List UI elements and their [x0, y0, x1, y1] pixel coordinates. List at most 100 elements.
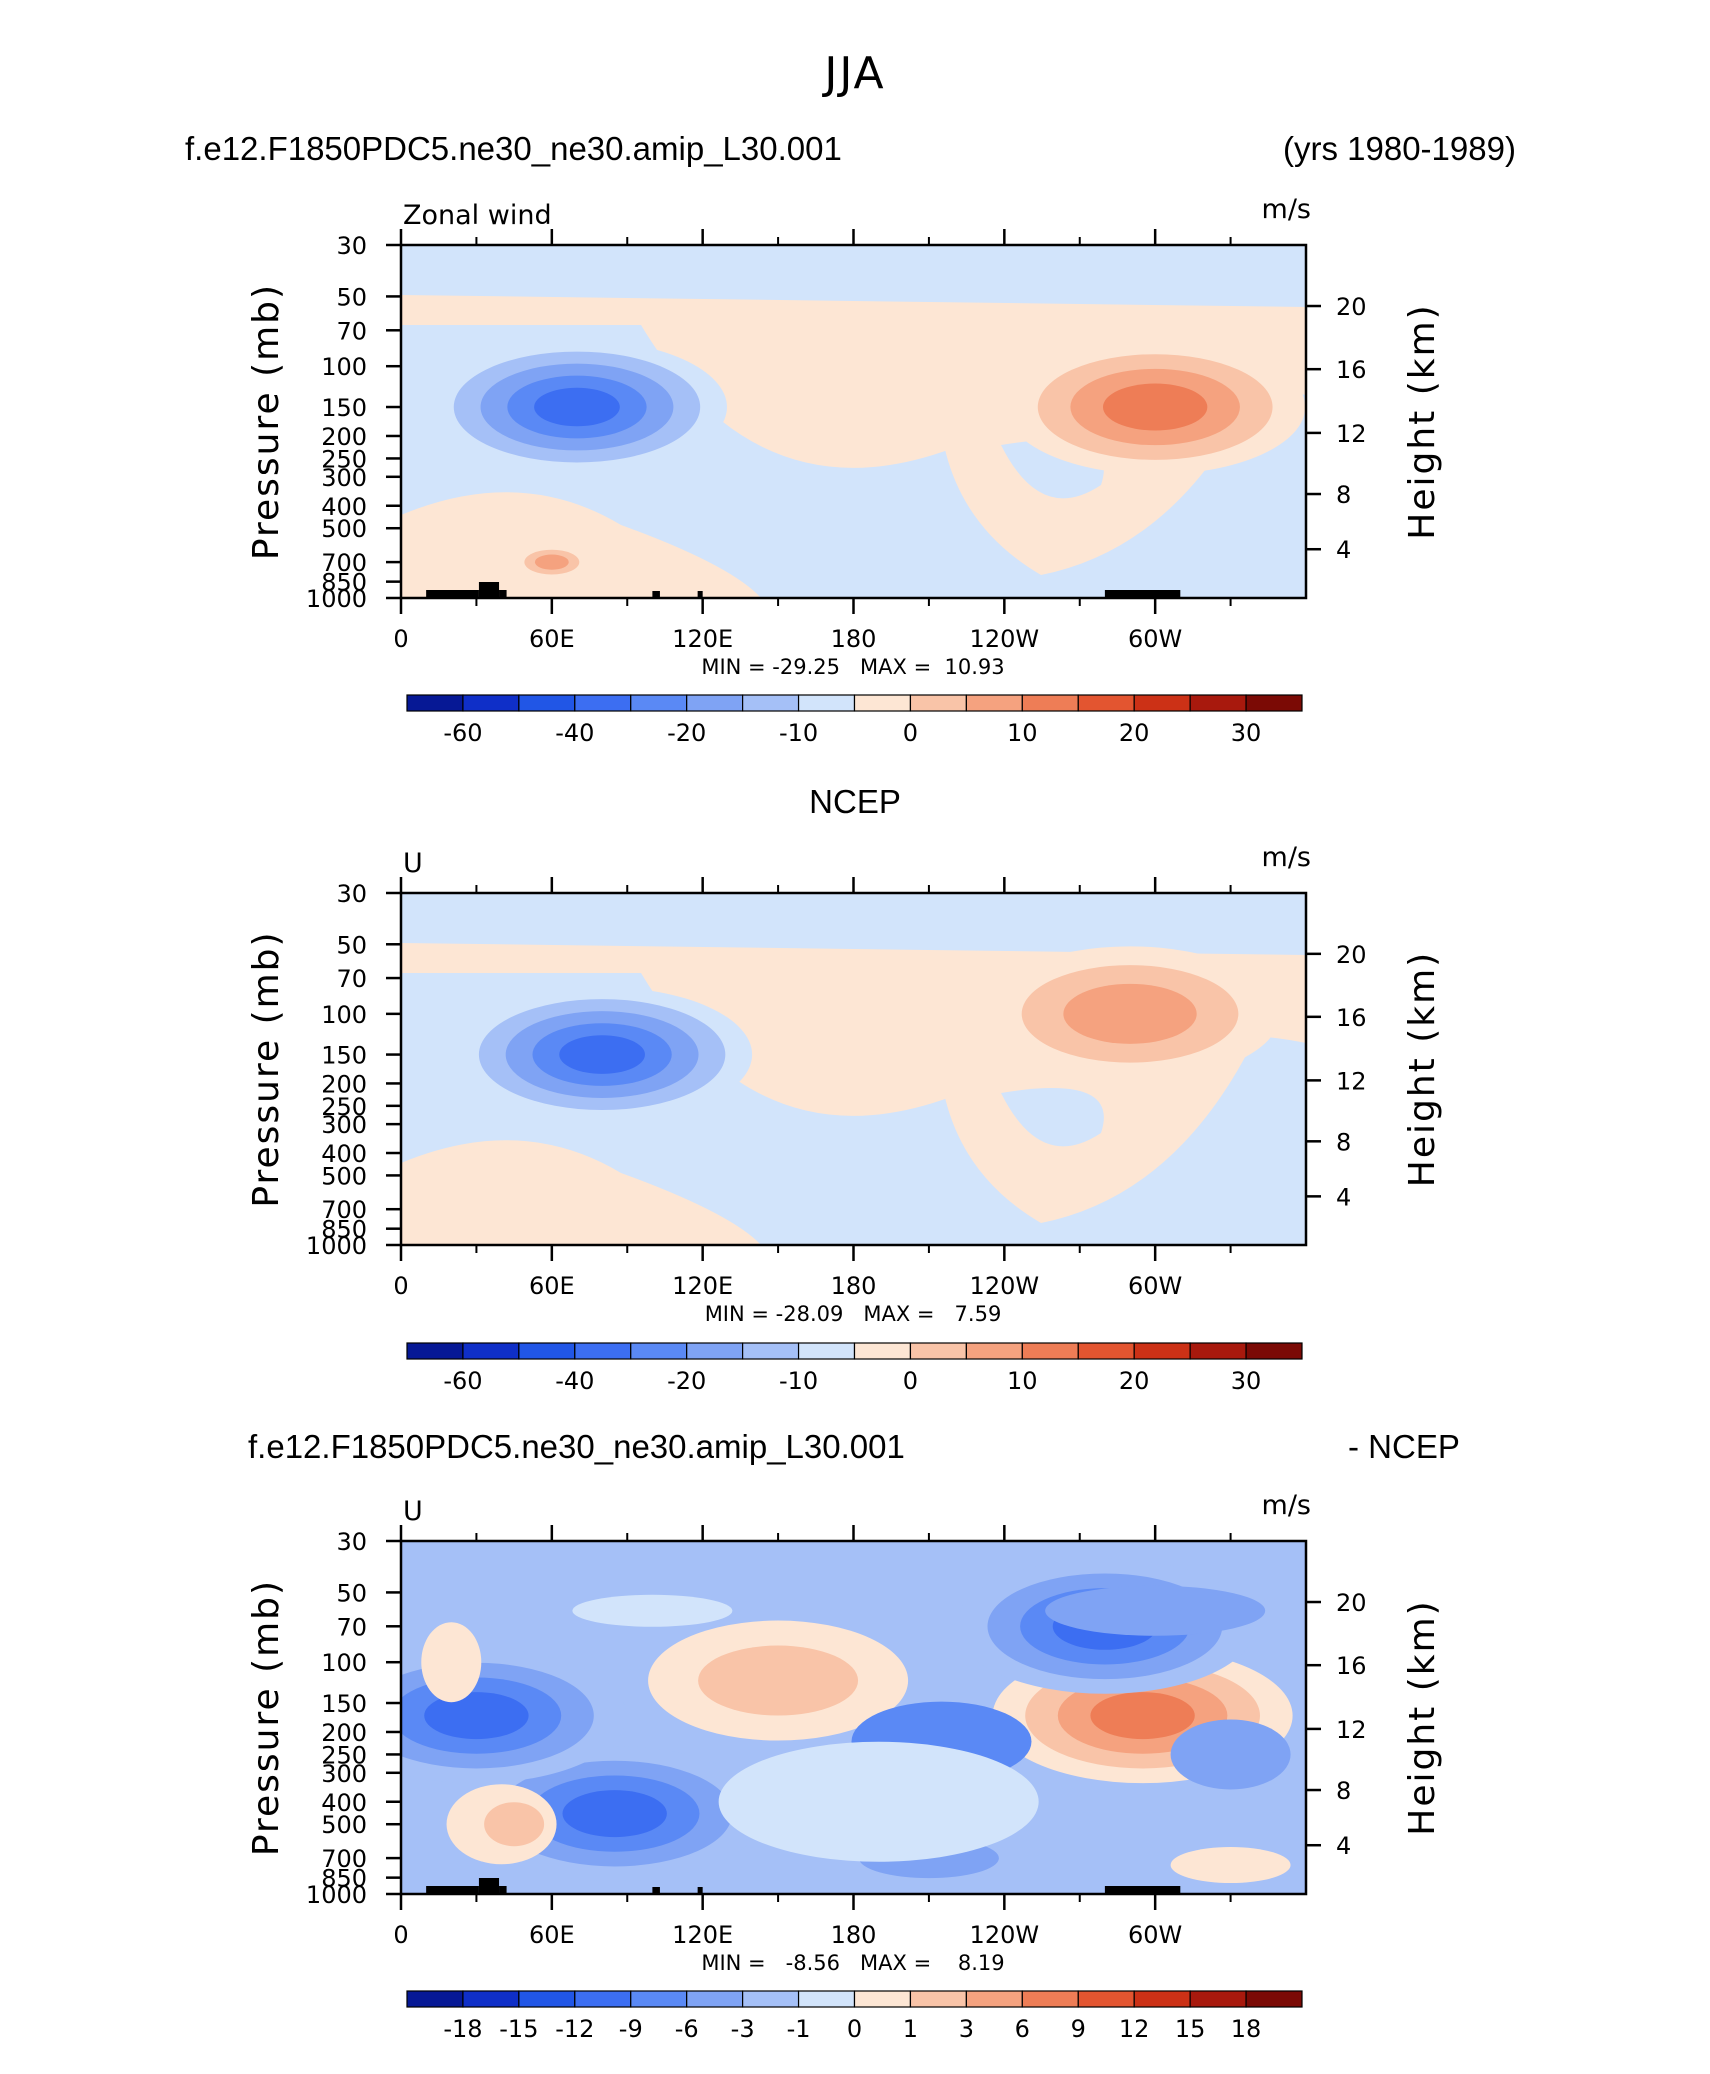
colorbar-swatch — [853, 1342, 912, 1360]
topography-block — [697, 591, 703, 598]
colorbar-swatch — [518, 1990, 576, 2008]
panel-1: 0 60E 120E 180 120W 60W3050701001502002503004… — [246, 194, 1443, 747]
colorbar-label: -1 — [787, 2015, 811, 2043]
x-tick-label: 120E — [672, 625, 733, 653]
colorbar-swatch — [686, 1990, 744, 2008]
colorbar-label: 10 — [1007, 1367, 1038, 1395]
height-tick-label: 12 — [1336, 420, 1367, 448]
contour-detail-11 — [421, 1622, 482, 1703]
x-tick-label: 0 — [393, 1921, 408, 1949]
colorbar-label: -60 — [443, 1367, 482, 1395]
colorbar-label: 20 — [1119, 719, 1150, 747]
y-axis-label: Pressure (mb) — [246, 930, 287, 1207]
y-tick-label: 30 — [336, 1528, 367, 1556]
colorbar-swatch — [630, 1342, 688, 1360]
colorbar: -60 -40 -20 -10 0 10 20 30 — [406, 694, 1303, 747]
contour-detail-7 — [572, 1594, 733, 1627]
height-tick-label: 4 — [1336, 536, 1351, 564]
colorbar-swatch — [1021, 1342, 1079, 1360]
height-tick-label: 20 — [1336, 1589, 1367, 1617]
topography-block — [499, 1886, 507, 1894]
colorbar-swatch — [686, 694, 744, 712]
min-max-text: MIN = -8.56 MAX = 8.19 — [701, 1951, 1004, 1975]
colorbar-swatch — [630, 1990, 688, 2008]
colorbar-swatch — [1133, 694, 1191, 712]
x-tick-label: 60W — [1128, 625, 1182, 653]
panel-2-field — [401, 893, 1306, 1245]
topography-block — [652, 1887, 660, 1894]
colorbar-label: 18 — [1231, 2015, 1262, 2043]
colorbar-label: -3 — [731, 2015, 755, 2043]
colorbar-swatch — [797, 694, 856, 712]
colorbar: -60 -40 -20 -10 0 10 20 30 — [406, 1342, 1303, 1395]
y-tick-label: 400 — [321, 493, 367, 521]
field-top-band — [401, 893, 1306, 941]
colorbar-label: -20 — [667, 719, 706, 747]
colorbar-label: -18 — [443, 2015, 482, 2043]
colorbar-swatch — [965, 1990, 1023, 2008]
colorbar-swatch — [518, 1342, 576, 1360]
y-tick-label: 200 — [321, 423, 367, 451]
colorbar-label: -10 — [779, 719, 818, 747]
colorbar-swatch — [574, 1990, 632, 2008]
y-tick-label: 100 — [321, 353, 367, 381]
colorbar-label: -6 — [675, 2015, 699, 2043]
topography-block — [426, 1886, 479, 1894]
panel-3: 0 60E 120E 180 120W 60W3050701001502002503004… — [246, 1490, 1443, 2043]
y-tick-label: 850 — [321, 569, 367, 597]
topography-block — [478, 582, 500, 598]
variable-label: U — [403, 848, 423, 879]
contour-negative-0-4 — [559, 1035, 645, 1074]
colorbar-swatch — [965, 1342, 1023, 1360]
contour-detail-6 — [1045, 1585, 1266, 1636]
y-tick-label: 1000 — [306, 1881, 367, 1909]
x-tick-label: 120E — [672, 1921, 733, 1949]
y-tick-label: 500 — [321, 1811, 367, 1839]
y-tick-label: 300 — [321, 1111, 367, 1139]
y-tick-label: 200 — [321, 1070, 367, 1098]
colorbar-swatch — [797, 1990, 856, 2008]
colorbar-swatch — [1077, 1342, 1135, 1360]
y-tick-label: 850 — [321, 1865, 367, 1893]
height-tick-label: 12 — [1336, 1067, 1367, 1095]
y-tick-label: 500 — [321, 515, 367, 543]
topography-block — [426, 590, 479, 598]
contour-positive-1-3 — [1102, 383, 1208, 431]
colorbar-swatch — [853, 1990, 912, 2008]
colorbar-swatch — [630, 694, 688, 712]
panel3-case-name: f.e12.F1850PDC5.ne30_ne30.amip_L30.001 — [248, 1428, 905, 1465]
negative-region — [1001, 1088, 1104, 1147]
y-tick-label: 70 — [336, 965, 367, 993]
height-tick-label: 4 — [1336, 1183, 1351, 1211]
y-tick-label: 100 — [321, 1649, 367, 1677]
units-label: m/s — [1262, 194, 1311, 225]
y-tick-label: 250 — [321, 1093, 367, 1121]
field-top-band — [401, 245, 1306, 293]
colorbar-swatch — [574, 1342, 632, 1360]
colorbar-label: 0 — [903, 719, 918, 747]
colorbar-label: -12 — [555, 2015, 594, 2043]
colorbar-swatch — [1021, 1990, 1079, 2008]
colorbar-swatch — [462, 694, 520, 712]
y-tick-label: 300 — [321, 1760, 367, 1788]
y-tick-label: 700 — [321, 549, 367, 577]
contour-detail-1 — [698, 1645, 859, 1716]
colorbar-swatch — [1189, 694, 1247, 712]
height-tick-label: 8 — [1336, 481, 1351, 509]
x-tick-label: 60E — [529, 1272, 575, 1300]
colorbar-swatch — [742, 1990, 800, 2008]
y-tick-label: 400 — [321, 1789, 367, 1817]
positive-region — [401, 1140, 761, 1245]
colorbar-swatch — [518, 694, 576, 712]
y-tick-label: 500 — [321, 1162, 367, 1190]
y-tick-label: 100 — [321, 1001, 367, 1029]
height-tick-label: 16 — [1336, 1004, 1367, 1032]
height-tick-label: 12 — [1336, 1716, 1367, 1744]
height-tick-label: 20 — [1336, 293, 1367, 321]
panel3-minus-ncep: - NCEP — [1348, 1428, 1460, 1465]
colorbar-label: 12 — [1119, 2015, 1150, 2043]
y-tick-label: 30 — [336, 880, 367, 908]
y-tick-label: 850 — [321, 1216, 367, 1244]
y-tick-label: 700 — [321, 1196, 367, 1224]
